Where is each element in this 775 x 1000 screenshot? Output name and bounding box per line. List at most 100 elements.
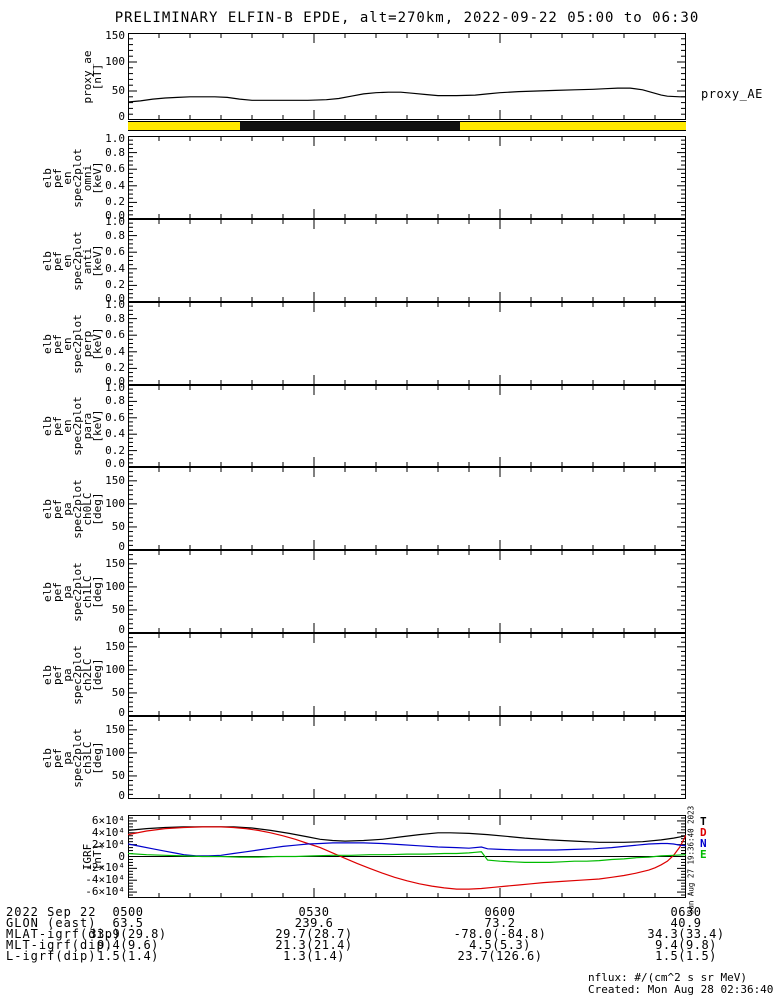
panel-ylabel-text: elb pef pa spec2plot ch0LC [deg] xyxy=(41,478,104,539)
y-tick-label: 4×10⁴ xyxy=(91,825,125,839)
y-tick-label: 100 xyxy=(105,745,125,759)
y-tick-label: 0.2 xyxy=(105,195,125,209)
table-cell: 1.5(1.5) xyxy=(655,949,717,963)
proxy_AE-curve xyxy=(128,87,686,103)
y-tick-label: 100 xyxy=(105,55,125,68)
table-cell: 4.5(5.3) xyxy=(469,938,531,952)
y-tick-label: 0.2 xyxy=(105,361,125,375)
panel-ylabel-text: proxy_ae [nT] xyxy=(81,50,104,103)
y-tick-label: 0.8 xyxy=(105,311,125,325)
table-cell: 1.3(1.4) xyxy=(283,949,345,963)
D-curve xyxy=(128,826,686,890)
y-tick-label: 0.6 xyxy=(105,410,125,424)
y-tick-label: 0.6 xyxy=(105,245,125,259)
panel-elb_pef_en_spec2plot_omni xyxy=(128,136,686,219)
y-tick-label: 50 xyxy=(111,685,125,699)
y-tick-label: 0.2 xyxy=(105,443,125,457)
proxy-ae-right-label: proxy_AE xyxy=(701,87,763,101)
table-cell: 0600 xyxy=(484,905,516,919)
E-curve xyxy=(128,851,686,864)
table-cell: 0530 xyxy=(298,905,330,919)
y-tick-label: 0.0 xyxy=(105,209,125,222)
y-tick-label: 0.2 xyxy=(105,278,125,292)
table-row-label: MLT-igrf(dip) xyxy=(6,938,113,952)
nflux-units-note: nflux: #/(cm^2 s sr MeV) xyxy=(588,971,747,984)
table-cell: 63.5 xyxy=(112,916,144,930)
table-cell: 239.6 xyxy=(294,916,334,930)
y-tick-label: 1.0 xyxy=(105,298,125,311)
y-tick-label: 6×10⁴ xyxy=(91,813,125,827)
table-cell: 9.4(9.6) xyxy=(97,938,159,952)
table-cell: 33.9(29.8) xyxy=(89,927,167,941)
panel-ylabel-text: elb pef pa spec2plot ch1LC [deg] xyxy=(41,561,104,622)
panel-ylabel-text: elb pef en spec2plot anti [keV] xyxy=(41,230,104,291)
table-cell: 9.4(9.8) xyxy=(655,938,717,952)
table-cell: 1.5(1.4) xyxy=(97,949,159,963)
y-tick-label: 2×10⁴ xyxy=(91,837,125,851)
y-tick-label: 100 xyxy=(105,579,125,593)
panel-ylabel-text: elb pef pa spec2plot ch2LC [deg] xyxy=(41,644,104,705)
y-tick-label: 50 xyxy=(111,768,125,782)
y-tick-label: 0 xyxy=(118,540,125,553)
panel-ylabel-text: IGRF [nT] xyxy=(81,843,104,870)
table-cell: 40.9 xyxy=(670,916,702,930)
y-tick-label: -2×10⁴ xyxy=(85,861,125,875)
panel-ylabel-text: elb pef en spec2plot omni [keV] xyxy=(41,147,104,208)
table-cell: 29.7(28.7) xyxy=(275,927,353,941)
y-tick-label: 100 xyxy=(105,662,125,676)
table-row-label: MLAT-igrf(dip) xyxy=(6,927,122,941)
y-tick-label: 0 xyxy=(118,789,125,802)
panel-igrf xyxy=(128,815,686,898)
panel-elb_pef_pa_spec2plot_ch2LC xyxy=(128,633,686,716)
y-tick-label: 1.0 xyxy=(105,132,125,145)
y-tick-label: 0.0 xyxy=(105,457,125,470)
y-tick-label: 0.8 xyxy=(105,145,125,159)
table-cell: 73.2 xyxy=(484,916,516,930)
y-tick-label: 0.4 xyxy=(105,427,125,441)
survey-mode-strip xyxy=(128,121,686,131)
y-tick-label: 150 xyxy=(105,556,125,570)
igrf-legend-T: T xyxy=(700,815,707,828)
table-row-label: 2022 Sep 22 xyxy=(6,905,97,919)
panel-ylabel-text: elb pef en spec2plot perp [keV] xyxy=(41,313,104,374)
panel-elb_pef_en_spec2plot_para xyxy=(128,385,686,467)
table-cell: 34.3(33.4) xyxy=(647,927,725,941)
y-tick-label: 0.4 xyxy=(105,344,125,358)
panel-proxy_ae xyxy=(128,33,686,120)
y-tick-label: 0.4 xyxy=(105,261,125,275)
y-tick-label: 50 xyxy=(111,84,125,97)
y-tick-label: 0 xyxy=(118,849,125,863)
y-tick-label: 0 xyxy=(118,623,125,636)
table-cell: 23.7(126.6) xyxy=(457,949,543,963)
y-tick-label: 50 xyxy=(111,519,125,533)
table-row-label: L-igrf(dip) xyxy=(6,949,97,963)
y-tick-label: 50 xyxy=(111,602,125,616)
table-cell: 21.3(21.4) xyxy=(275,938,353,952)
y-tick-label: 0 xyxy=(118,706,125,719)
table-cell: 0630 xyxy=(670,905,702,919)
panel-ylabel-text: elb pef pa spec2plot ch3LC [deg] xyxy=(41,727,104,788)
y-tick-label: 150 xyxy=(105,722,125,736)
y-tick-label: 0.6 xyxy=(105,328,125,342)
y-tick-label: 0.4 xyxy=(105,178,125,192)
y-tick-label: 1.0 xyxy=(105,381,125,394)
table-cell: 0500 xyxy=(112,905,144,919)
y-tick-label: 0.8 xyxy=(105,394,125,408)
table-row-label: GLON (east) xyxy=(6,916,97,930)
page-title: PRELIMINARY ELFIN-B EPDE, alt=270km, 202… xyxy=(114,10,700,26)
y-tick-label: 0 xyxy=(118,110,125,123)
y-tick-label: 0.0 xyxy=(105,375,125,388)
panel-elb_pef_pa_spec2plot_ch0LC xyxy=(128,467,686,550)
y-tick-label: 100 xyxy=(105,496,125,510)
y-tick-label: 0.6 xyxy=(105,162,125,176)
panel-elb_pef_pa_spec2plot_ch1LC xyxy=(128,550,686,633)
y-tick-label: 1.0 xyxy=(105,215,125,228)
y-tick-label: 150 xyxy=(105,473,125,487)
igrf-legend-E: E xyxy=(700,848,707,861)
created-timestamp: Created: Mon Aug 28 02:36:40 2023 xyxy=(588,983,775,996)
y-tick-label: 150 xyxy=(105,29,125,42)
y-tick-label: 0.0 xyxy=(105,292,125,305)
y-tick-label: -6×10⁴ xyxy=(85,885,125,899)
